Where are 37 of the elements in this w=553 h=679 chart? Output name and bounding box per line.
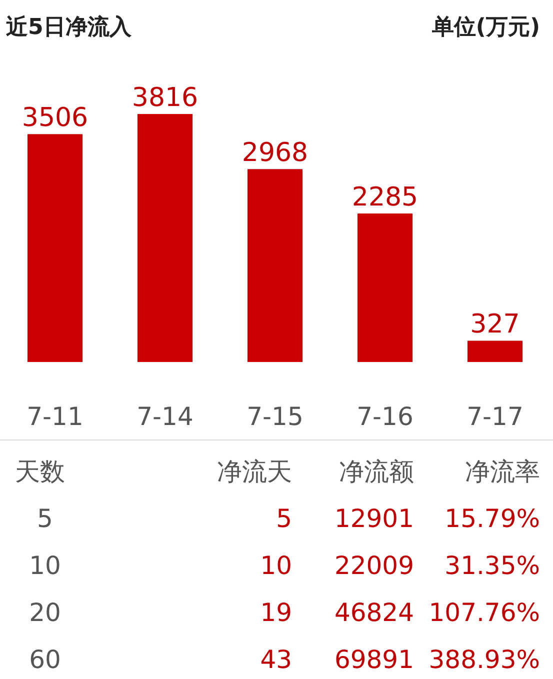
- text: 31.35%: [444, 551, 540, 580]
- bar: [138, 114, 192, 362]
- text: 5: [37, 504, 53, 533]
- x-tick-label: 7-16: [356, 402, 414, 431]
- x-tick-label: 7-17: [466, 402, 524, 431]
- data-label: 327: [470, 310, 520, 340]
- text: 69891: [334, 645, 414, 674]
- text: 46824: [334, 598, 414, 627]
- text: 22009: [334, 551, 414, 580]
- x-tick-label: 7-11: [26, 402, 84, 431]
- bar: [358, 214, 412, 362]
- text: 15.79%: [444, 504, 540, 533]
- text: 19: [260, 598, 292, 627]
- data-label: 2285: [352, 182, 418, 212]
- category-label: 净流天: [217, 457, 292, 486]
- bar: [468, 340, 522, 362]
- text: 388.93%: [428, 645, 540, 674]
- text: 107.76%: [428, 598, 540, 627]
- bar: [28, 134, 82, 362]
- x-tick-label: 7-14: [136, 402, 194, 431]
- text: 60: [29, 645, 61, 674]
- text: 20: [29, 598, 61, 627]
- data-label: 2968: [242, 138, 308, 168]
- text: 10: [29, 551, 61, 580]
- text: 12901: [334, 504, 414, 533]
- category-label: 净流率: [465, 457, 540, 486]
- y-axis-title: 单位(万元): [430, 15, 540, 40]
- text: 5: [276, 504, 292, 533]
- data-label: 3816: [132, 83, 198, 113]
- x-tick-label: 7-15: [246, 402, 304, 431]
- text: 10: [260, 551, 292, 580]
- text: 43: [260, 645, 292, 674]
- category-label: 天数: [15, 457, 65, 486]
- category-label: 净流额: [339, 457, 414, 486]
- data-label: 3506: [22, 103, 88, 134]
- chart-title: 近5日净流入: [5, 14, 132, 40]
- bar: [248, 169, 302, 362]
